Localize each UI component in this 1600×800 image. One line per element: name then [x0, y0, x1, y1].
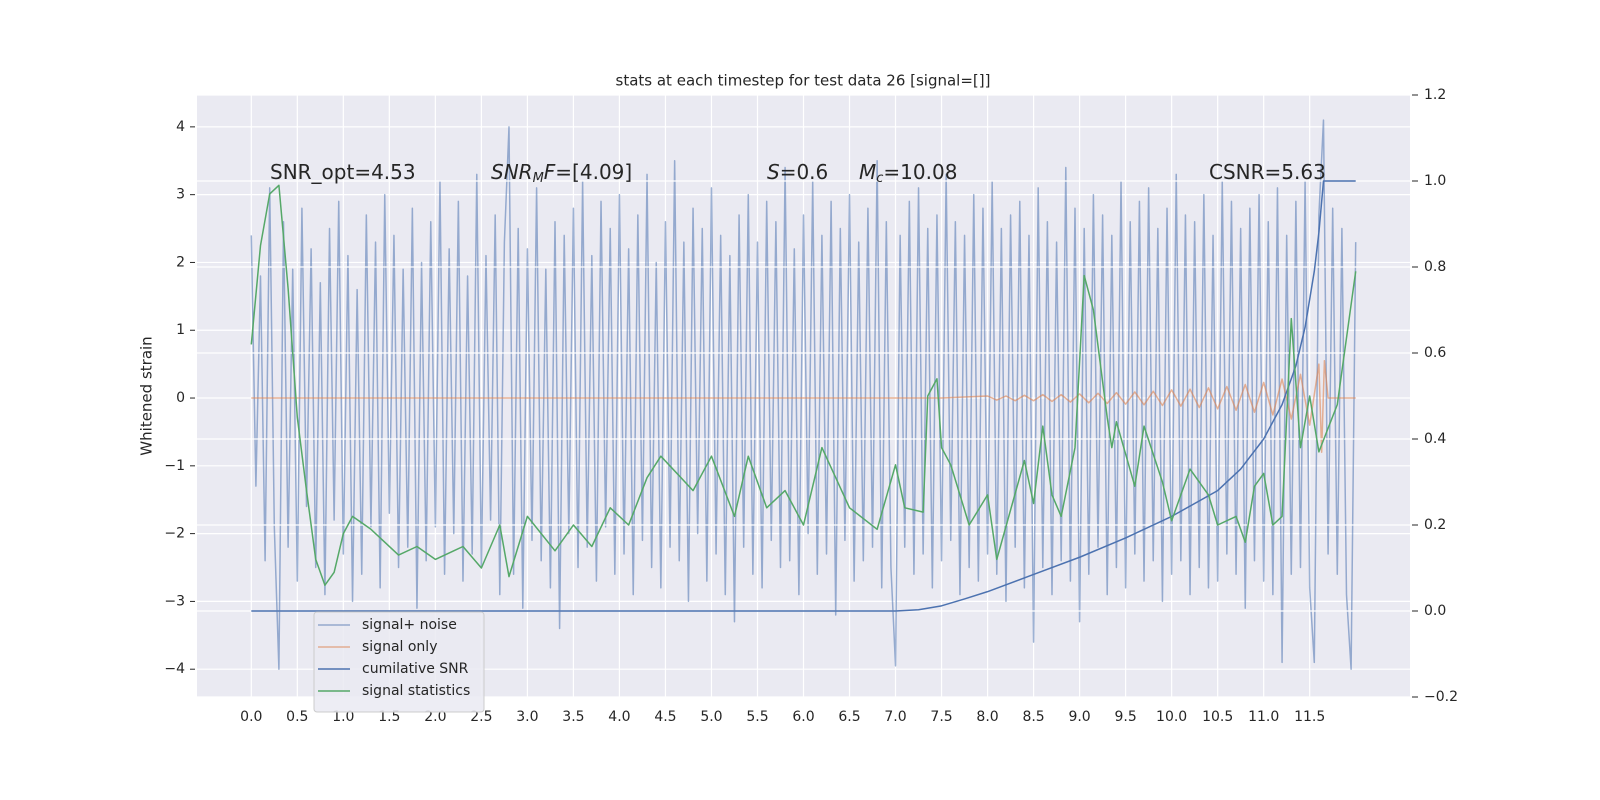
x-tick-label: 9.5	[1114, 709, 1136, 725]
series-line	[250, 184, 1357, 586]
chart-title: stats at each timestep for test data 26 …	[616, 72, 991, 90]
annotation: CSNR=5.63	[1209, 160, 1326, 184]
y2-tick-label: 0.6	[1424, 345, 1446, 361]
annotation-part: =[4.09]	[555, 160, 632, 184]
annotation-part: =10.08	[883, 160, 957, 184]
x-tick-label: 7.5	[930, 709, 952, 725]
x-tick-label: 5.5	[746, 709, 768, 725]
x-tick-label: 5.0	[700, 709, 722, 725]
annotation: S=0.6	[767, 160, 828, 184]
x-tick-label: 6.5	[838, 709, 860, 725]
annotation-part: F	[544, 160, 556, 184]
legend-label: signal statistics	[362, 683, 470, 699]
annotation-part: CSNR=5.63	[1209, 160, 1326, 184]
annotation-part: SNR	[491, 160, 533, 184]
annotation-part: =0.6	[780, 160, 829, 184]
y2-tick-label: 0.0	[1424, 603, 1446, 619]
y-tick-label: 4	[176, 119, 185, 135]
y2-tick-label: 0.4	[1424, 431, 1446, 447]
y-tick-label: −4	[164, 661, 185, 677]
series-line	[250, 119, 1357, 670]
x-tick-label: 10.0	[1156, 709, 1187, 725]
y2-tick-label: 1.2	[1424, 87, 1446, 103]
x-tick-label: 8.0	[976, 709, 998, 725]
y-tick-label: −2	[164, 526, 185, 542]
y-tick-label: −3	[164, 593, 185, 609]
legend-label: cumilative SNR	[362, 661, 469, 677]
x-tick-label: 0.0	[240, 709, 262, 725]
annotation-part: c	[876, 171, 883, 186]
annotation: SNR_opt=4.53	[270, 160, 416, 184]
x-tick-label: 11.5	[1294, 709, 1325, 725]
x-tick-label: 2.0	[424, 709, 446, 725]
y-tick-label: 1	[176, 322, 185, 338]
annotation-part: M	[859, 160, 876, 184]
y-tick-label: 3	[176, 187, 185, 203]
x-tick-label: 1.5	[378, 709, 400, 725]
annotation-part: S	[767, 160, 780, 184]
legend-box	[313, 611, 485, 713]
y-axis-label: Whitened strain	[138, 336, 156, 455]
y2-tick-label: −0.2	[1424, 689, 1458, 705]
annotation: SNRMF=[4.09]	[491, 160, 632, 186]
annotation-part: SNR_opt=4.53	[270, 160, 416, 184]
x-tick-label: 8.5	[1022, 709, 1044, 725]
y2-tick-label: 1.0	[1424, 173, 1446, 189]
x-tick-label: 3.5	[562, 709, 584, 725]
y-tick-label: −1	[164, 458, 185, 474]
x-tick-label: 0.5	[286, 709, 308, 725]
y-tick-label: 0	[176, 390, 185, 406]
y2-tick-label: 0.2	[1424, 517, 1446, 533]
series-line	[251, 360, 1356, 454]
annotation-part: M	[533, 171, 544, 186]
x-tick-label: 2.5	[470, 709, 492, 725]
x-tick-label: 4.0	[608, 709, 630, 725]
legend-label: signal+ noise	[362, 617, 457, 633]
x-tick-label: 9.0	[1068, 709, 1090, 725]
x-tick-label: 4.5	[654, 709, 676, 725]
x-tick-label: 3.0	[516, 709, 538, 725]
x-tick-label: 10.5	[1202, 709, 1233, 725]
x-tick-label: 6.0	[792, 709, 814, 725]
x-tick-label: 11.0	[1248, 709, 1279, 725]
legend-label: signal only	[362, 639, 437, 655]
x-tick-label: 1.0	[332, 709, 354, 725]
y-tick-label: 2	[176, 254, 185, 270]
y2-tick-label: 0.8	[1424, 259, 1446, 275]
series-line	[251, 180, 1356, 612]
annotation: Mc=10.08	[859, 160, 957, 186]
x-tick-label: 7.0	[884, 709, 906, 725]
